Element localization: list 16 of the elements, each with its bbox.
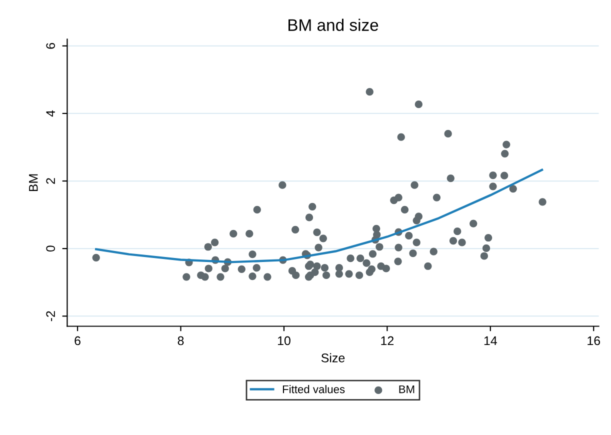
legend-label: Fitted values [282, 385, 345, 394]
x-axis-title: Size [321, 353, 345, 362]
chart-title: BM and size [288, 18, 378, 31]
legend-label: BM [399, 385, 414, 394]
y-tick-label: 0 [46, 246, 56, 252]
x-tick-label: 16 [588, 336, 600, 346]
x-tick-label: 10 [278, 336, 290, 346]
x-tick-label: 14 [484, 336, 497, 346]
y-tick-label: 2 [46, 178, 55, 184]
y-tick-label: -2 [46, 311, 55, 322]
x-tick-label: 8 [178, 336, 184, 346]
x-tick-label: 12 [381, 336, 394, 346]
y-tick-label: 4 [46, 110, 55, 117]
y-tick-label: 6 [46, 42, 56, 49]
x-tick-label: 6 [74, 336, 80, 346]
y-axis-title: BM [29, 174, 38, 192]
